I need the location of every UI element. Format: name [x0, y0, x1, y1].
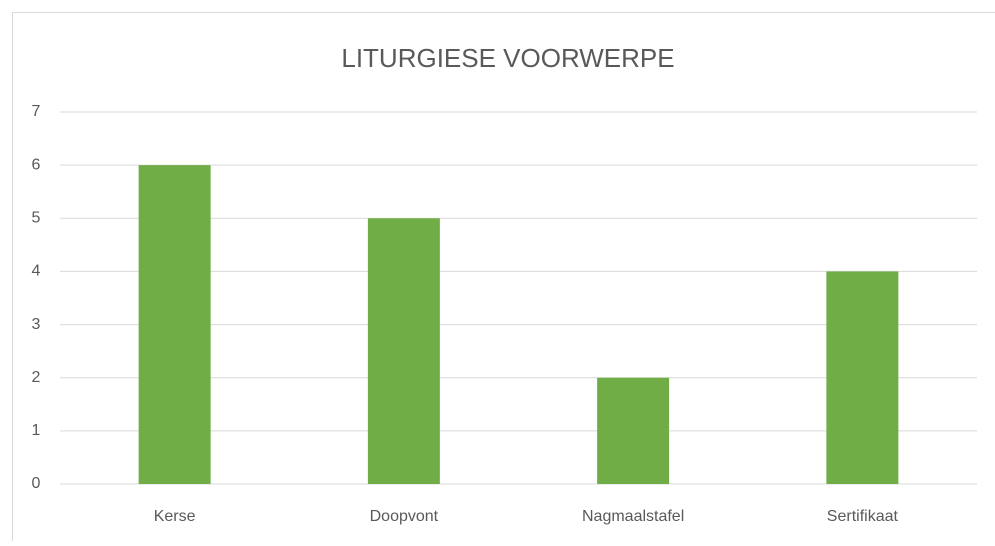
y-tick-label: 0 [32, 475, 41, 492]
y-tick-label: 7 [32, 103, 41, 120]
y-tick-label: 6 [32, 156, 41, 173]
x-tick-label: Sertifikaat [827, 508, 899, 525]
bar [368, 218, 440, 484]
x-tick-label: Nagmaalstafel [582, 508, 684, 525]
x-tick-label: Doopvont [370, 508, 439, 525]
y-tick-label: 3 [32, 316, 41, 333]
bar [139, 165, 211, 484]
bar [597, 378, 669, 484]
y-tick-label: 4 [32, 263, 41, 280]
bar [826, 271, 898, 484]
y-tick-label: 2 [32, 369, 41, 386]
y-tick-label: 1 [32, 422, 41, 439]
y-tick-label: 5 [32, 210, 41, 227]
chart-title: LITURGIESE VOORWERPE [341, 43, 674, 73]
x-tick-label: Kerse [154, 508, 196, 525]
